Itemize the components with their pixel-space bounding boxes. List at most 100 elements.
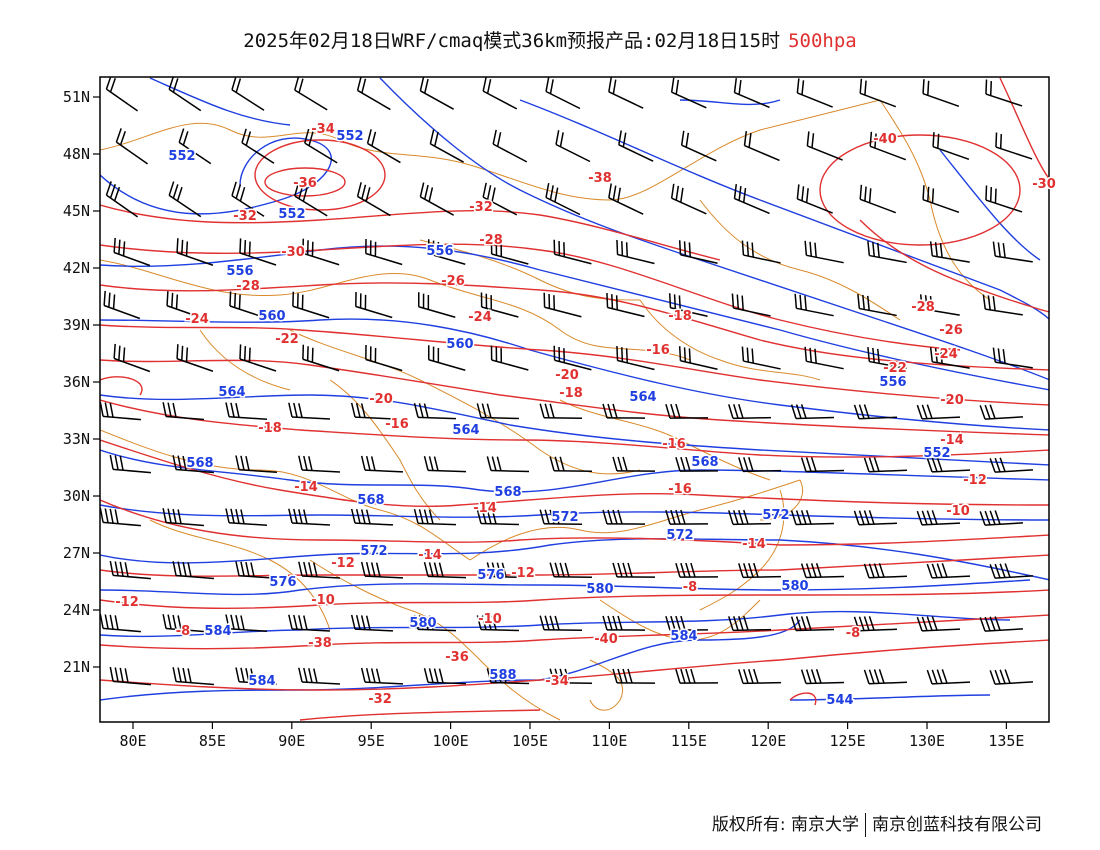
- wind-barb: [989, 457, 1034, 473]
- wind-barb: [162, 402, 205, 421]
- wind-barb: [675, 668, 719, 684]
- height-contour-label: 560: [446, 337, 473, 352]
- wind-barb: [989, 563, 1034, 579]
- wind-barb: [863, 457, 908, 473]
- wind-barb: [804, 346, 844, 370]
- wind-barb: [675, 456, 719, 472]
- wind-barb: [602, 615, 646, 631]
- temperature-contour-label: -10: [311, 593, 335, 608]
- wind-barb: [113, 343, 151, 373]
- wind-barb: [916, 510, 961, 526]
- wind-barb: [790, 510, 835, 526]
- wind-barb: [670, 183, 707, 215]
- wind-barb: [366, 129, 401, 164]
- wind-barb: [678, 240, 718, 264]
- wind-barb: [549, 456, 593, 473]
- wind-barb: [602, 403, 646, 419]
- wind-barb: [360, 561, 404, 579]
- wind-barb: [612, 562, 656, 578]
- wind-barb: [680, 130, 717, 162]
- height-contour-label: 580: [409, 616, 436, 631]
- temperature-contour-label: -12: [331, 556, 355, 571]
- wind-barb: [490, 345, 529, 371]
- wind-barb: [235, 667, 278, 686]
- wind-barb: [423, 456, 467, 473]
- height-contour-label: 572: [666, 528, 693, 543]
- wind-barb: [235, 561, 278, 580]
- height-contour-label: 552: [923, 446, 950, 461]
- height-contours: [100, 77, 1049, 701]
- temperature-contour-label: -18: [559, 386, 583, 401]
- height-contour-label: 584: [670, 629, 697, 644]
- temperature-contour-label: -24: [934, 347, 958, 362]
- height-contour-label: 588: [489, 668, 516, 683]
- temperature-contour-label: -14: [473, 501, 497, 516]
- height-contour-label: 572: [762, 508, 789, 523]
- lon-label: 110E: [591, 732, 627, 750]
- wind-barb: [476, 403, 520, 420]
- lon-label: 95E: [358, 732, 385, 750]
- wind-barb: [985, 79, 1023, 107]
- lon-label: 85E: [199, 732, 226, 750]
- height-contour-label: 552: [336, 129, 363, 144]
- temperature-contour-label: -22: [275, 332, 299, 347]
- temperature-contour-label: -32: [233, 209, 257, 224]
- wind-barb: [678, 346, 718, 370]
- footer-owner: 版权所有: 南京大学: [711, 815, 859, 835]
- height-contour-label: 544: [826, 693, 853, 708]
- wind-barb: [365, 344, 403, 372]
- wind-barb: [738, 668, 782, 685]
- wind-barb: [733, 184, 770, 215]
- height-contour-label: 552: [278, 207, 305, 222]
- wind-barb: [539, 403, 583, 420]
- wind-barb: [492, 129, 528, 163]
- wind-barb: [616, 345, 655, 371]
- wind-barbs: [100, 77, 1034, 686]
- wind-barb: [350, 508, 394, 526]
- wind-barb: [539, 509, 583, 526]
- height-contour-label: 572: [360, 544, 387, 559]
- wind-barb: [229, 291, 267, 319]
- temperature-contour-label: -28: [236, 279, 260, 294]
- height-contour-label: 564: [629, 390, 656, 405]
- wind-barb: [288, 614, 331, 632]
- lon-label: 120E: [750, 732, 786, 750]
- wind-barb: [979, 616, 1024, 632]
- lat-label: 21N: [63, 658, 90, 676]
- wind-barb: [738, 457, 782, 473]
- wind-barb: [728, 509, 772, 526]
- wind-barb: [790, 404, 835, 420]
- wind-barb: [419, 182, 454, 216]
- wind-barb: [608, 77, 644, 109]
- height-contour-label: 572: [551, 510, 578, 525]
- wind-barb: [796, 78, 833, 108]
- temperature-contour-label: -36: [445, 650, 469, 665]
- wind-barb: [733, 78, 770, 109]
- height-contour-label: 564: [218, 385, 245, 400]
- wind-barb: [103, 290, 141, 320]
- wind-barb: [360, 455, 404, 473]
- wind-barb: [863, 669, 908, 685]
- temperature-contour-label: -24: [468, 310, 492, 325]
- temperature-contour-label: -18: [258, 421, 282, 436]
- wind-barb: [482, 182, 518, 216]
- wind-barb: [239, 238, 277, 266]
- wind-barb: [670, 77, 707, 109]
- height-contour-label: 552: [168, 149, 195, 164]
- temperature-contour-label: -30: [1032, 177, 1056, 192]
- title-main: 2025年02月18日WRF/cmaq模式36km预报产品:02月18日15时: [243, 30, 781, 52]
- wind-barb: [806, 131, 843, 161]
- height-contour-label: 568: [357, 493, 384, 508]
- lat-label: 48N: [63, 145, 90, 163]
- height-contour-label: 556: [879, 375, 906, 390]
- lat-label: 45N: [63, 202, 90, 220]
- temperature-contour-label: -34: [545, 674, 569, 689]
- wind-barb: [166, 291, 204, 319]
- temperature-contour-label: -8: [683, 580, 697, 595]
- lon-label: 125E: [830, 732, 866, 750]
- temperature-contour-label: -16: [668, 482, 692, 497]
- temperature-contour-label: -8: [846, 626, 860, 641]
- height-contour-label: 580: [781, 579, 808, 594]
- wind-barb: [482, 77, 518, 110]
